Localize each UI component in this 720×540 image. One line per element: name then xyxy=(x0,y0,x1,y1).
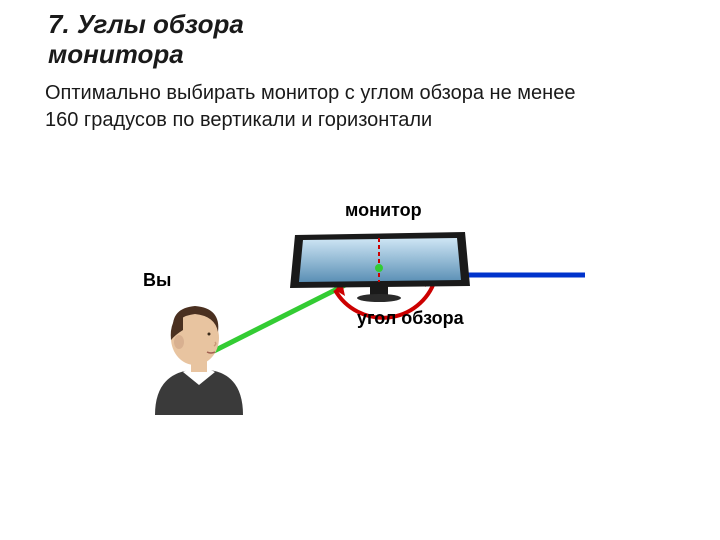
title-line-2: монитора xyxy=(48,40,244,70)
green-dot xyxy=(375,264,383,272)
label-you: Вы xyxy=(143,270,171,291)
title-line-1: 7. Углы обзора xyxy=(48,10,244,40)
viewing-angle-diagram: Вы монитор угол обзора xyxy=(135,180,585,430)
person-graphic xyxy=(155,306,243,415)
body-text: Оптимально выбирать монитор с углом обзо… xyxy=(45,80,605,134)
label-monitor: монитор xyxy=(345,200,422,221)
label-angle: угол обзора xyxy=(357,308,464,329)
slide-title: 7. Углы обзора монитора xyxy=(48,10,244,70)
